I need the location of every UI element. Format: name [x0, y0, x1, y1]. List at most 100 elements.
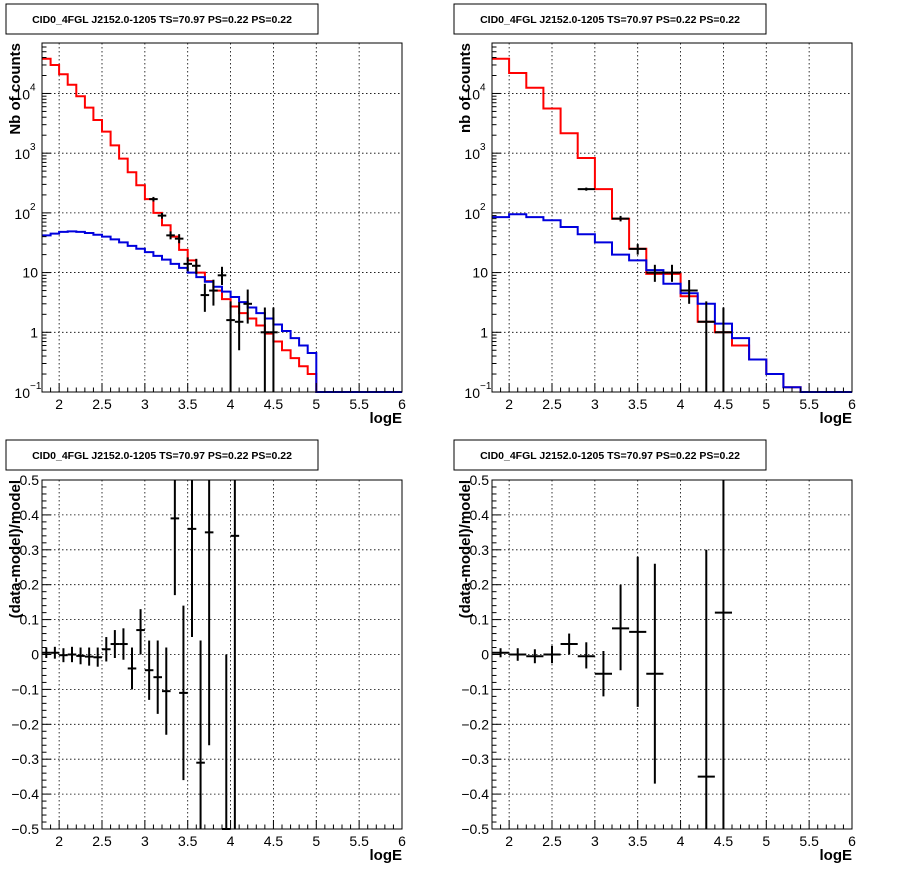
data-point [67, 646, 77, 663]
x-tick-label: 2.5 [92, 833, 112, 849]
x-tick-label: 6 [398, 396, 406, 412]
histogram-series-red [42, 57, 402, 393]
y-tick-label: 0.2 [470, 577, 490, 593]
data-point [187, 480, 197, 638]
y-tick-label: 1 [30, 324, 38, 340]
y-tick-exponent: 3 [480, 142, 486, 153]
data-point [714, 480, 732, 829]
x-tick-label: 6 [848, 396, 856, 412]
y-tick-label: 10 [472, 265, 488, 281]
data-point [209, 279, 218, 306]
x-tick-label: 3.5 [628, 396, 648, 412]
title-box [5, 439, 319, 471]
data-point [646, 264, 664, 282]
data-point [646, 563, 664, 784]
x-tick-label: 3.5 [628, 833, 648, 849]
data-point [577, 642, 595, 669]
x-tick-label: 4 [677, 833, 685, 849]
data-point [76, 647, 85, 665]
chart-title: CID0_4FGL J2152.0-1205 TS=70.97 PS=0.22 … [480, 450, 740, 462]
data-point [697, 301, 715, 392]
x-tick-label: 4 [227, 396, 235, 412]
data-point [59, 648, 68, 663]
data-point [663, 264, 681, 282]
plot-frame [491, 42, 853, 393]
data-point [174, 234, 184, 244]
y-tick-exponent: −1 [480, 381, 492, 392]
data-point [192, 258, 201, 274]
data-point [42, 647, 51, 658]
data-point [594, 651, 612, 697]
y-axis-label: Nb of counts [7, 43, 24, 135]
y-tick-exponent: 4 [480, 82, 486, 93]
data-point [196, 640, 205, 829]
y-axis-label: (data-model)/model [7, 480, 24, 618]
data-point [119, 628, 128, 660]
data-point [509, 648, 527, 661]
y-tick-label: 10 [464, 206, 480, 222]
y-tick-label: 0.4 [470, 507, 490, 523]
data-point [166, 231, 175, 240]
y-tick-label: −0.5 [11, 821, 39, 837]
title-box [453, 3, 767, 35]
y-tick-label: 10 [14, 385, 30, 401]
x-tick-label: 5 [312, 396, 320, 412]
data-point [110, 630, 120, 658]
y-tick-label: 0.3 [20, 542, 40, 558]
y-tick-label: 1 [480, 324, 488, 340]
y-tick-label: 0.4 [20, 507, 40, 523]
x-tick-label: 3 [141, 833, 149, 849]
data-point [612, 215, 630, 222]
x-tick-label: 4.5 [264, 396, 284, 412]
y-tick-label: 0.5 [470, 472, 490, 488]
data-point [560, 633, 578, 655]
data-point [230, 480, 240, 829]
y-tick-label: 10 [22, 265, 38, 281]
x-tick-label: 3 [591, 396, 599, 412]
y-axis-label: nb of counts [457, 43, 474, 133]
x-tick-label: 2 [505, 833, 513, 849]
chart-panel-4: CID0_4FGL J2152.0-1205 TS=70.97 PS=0.22 … [453, 439, 856, 864]
title-box [5, 3, 319, 35]
x-tick-label: 3.5 [178, 833, 198, 849]
data-point [612, 584, 630, 671]
data-point [577, 187, 595, 191]
x-axis-label: logE [820, 410, 853, 427]
plot-frame [41, 42, 403, 393]
y-tick-label: −0.5 [461, 821, 489, 837]
y-tick-label: −0.2 [11, 716, 39, 732]
data-point [714, 307, 732, 392]
y-tick-label: 0.1 [470, 612, 490, 628]
data-point [84, 647, 94, 666]
y-tick-exponent: 3 [30, 142, 36, 153]
x-tick-label: 4.5 [264, 833, 284, 849]
histogram-series-blue [492, 213, 852, 393]
data-point [629, 244, 647, 255]
data-point [144, 640, 154, 700]
y-tick-label: −0.1 [461, 681, 489, 697]
y-tick-label: 10 [14, 206, 30, 222]
chart-title: CID0_4FGL J2152.0-1205 TS=70.97 PS=0.22 … [32, 450, 292, 462]
x-tick-label: 5.5 [799, 396, 819, 412]
y-tick-label: −0.4 [461, 786, 489, 802]
data-point [153, 640, 162, 714]
data-point [102, 637, 111, 662]
y-tick-label: −0.3 [461, 751, 489, 767]
chart-panel-1: CID0_4FGL J2152.0-1205 TS=70.97 PS=0.22 … [5, 3, 406, 427]
y-tick-label: −0.4 [11, 786, 39, 802]
x-tick-label: 6 [398, 833, 406, 849]
data-point [234, 302, 244, 351]
x-tick-label: 3.5 [178, 396, 198, 412]
x-tick-label: 2.5 [92, 396, 112, 412]
y-tick-label: 0.1 [20, 612, 40, 628]
y-tick-label: 10 [464, 146, 480, 162]
data-point [162, 647, 171, 735]
y-tick-label: 10 [14, 146, 30, 162]
y-tick-label: 10 [464, 86, 480, 102]
x-tick-label: 3 [591, 833, 599, 849]
x-tick-label: 6 [848, 833, 856, 849]
data-point [260, 307, 270, 392]
x-tick-label: 2.5 [542, 833, 562, 849]
x-tick-label: 2 [505, 396, 513, 412]
